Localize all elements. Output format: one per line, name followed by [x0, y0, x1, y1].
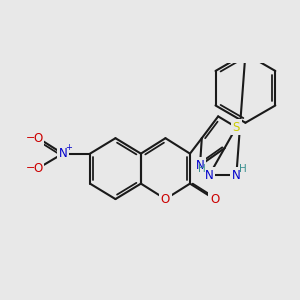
Text: O: O — [161, 193, 170, 206]
Text: +: + — [65, 143, 72, 152]
Text: S: S — [232, 121, 240, 134]
Text: H: H — [198, 164, 206, 174]
Text: N: N — [58, 147, 67, 160]
Text: H: H — [239, 164, 247, 174]
Text: N: N — [196, 159, 204, 172]
Text: O: O — [210, 193, 219, 206]
Text: −: − — [26, 133, 35, 143]
Text: O: O — [34, 132, 43, 145]
Text: O: O — [34, 162, 43, 175]
Text: N: N — [232, 169, 241, 182]
Text: N: N — [205, 169, 213, 182]
Text: −: − — [26, 163, 35, 173]
